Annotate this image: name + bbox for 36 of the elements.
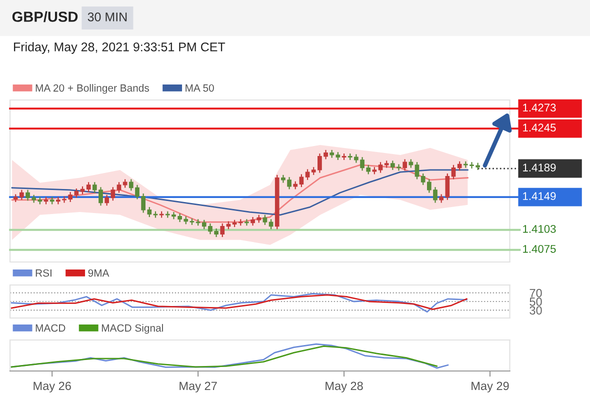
candlestick [414, 162, 420, 180]
candlestick [305, 168, 310, 180]
x-tick-label: May 29 [472, 382, 509, 392]
y-tick-label: 30 [530, 306, 542, 315]
y-tick-label: 70 [530, 288, 542, 298]
x-tick-label: May 27 [180, 382, 217, 392]
x-tick-label: May 28 [326, 382, 363, 392]
candlestick [378, 162, 383, 174]
legend-label: MACD Signal [102, 324, 163, 334]
legend-label: 9MA [88, 269, 110, 277]
candlestick [268, 218, 274, 230]
candlestick [451, 164, 456, 180]
ref-line-label: 1.4149 [523, 192, 556, 200]
x-tick-label: May 26 [34, 382, 71, 392]
text: MACD [36, 324, 66, 332]
candlestick [244, 218, 249, 226]
legend-label: RSI [36, 269, 52, 277]
text: 30 MIN [88, 12, 127, 22]
candlestick [457, 160, 462, 172]
candlestick [116, 182, 122, 194]
candlestick [220, 222, 225, 238]
ref-line-label: 1.4273 [523, 104, 556, 112]
candlestick [402, 158, 408, 172]
ref-line-label: 1.4103 [523, 225, 556, 233]
y-tick-label: 50 [530, 298, 542, 306]
candlestick [262, 214, 268, 226]
ref-line-label: 1.4245 [523, 124, 556, 132]
legend-label: MA 50 [186, 84, 214, 92]
legend-label: MA 20 + Bollinger Bands [36, 84, 150, 94]
candlestick [74, 188, 79, 198]
chart-subtitle: Friday, May 28, 2021 9:33:51 PM CET [14, 42, 226, 54]
chart-title: GBP/USD [12, 11, 78, 22]
candlestick [299, 174, 304, 188]
ref-line-label: 1.4075 [523, 244, 556, 253]
candlestick [86, 182, 91, 193]
ref-line-label: 1.4189 [523, 164, 556, 172]
